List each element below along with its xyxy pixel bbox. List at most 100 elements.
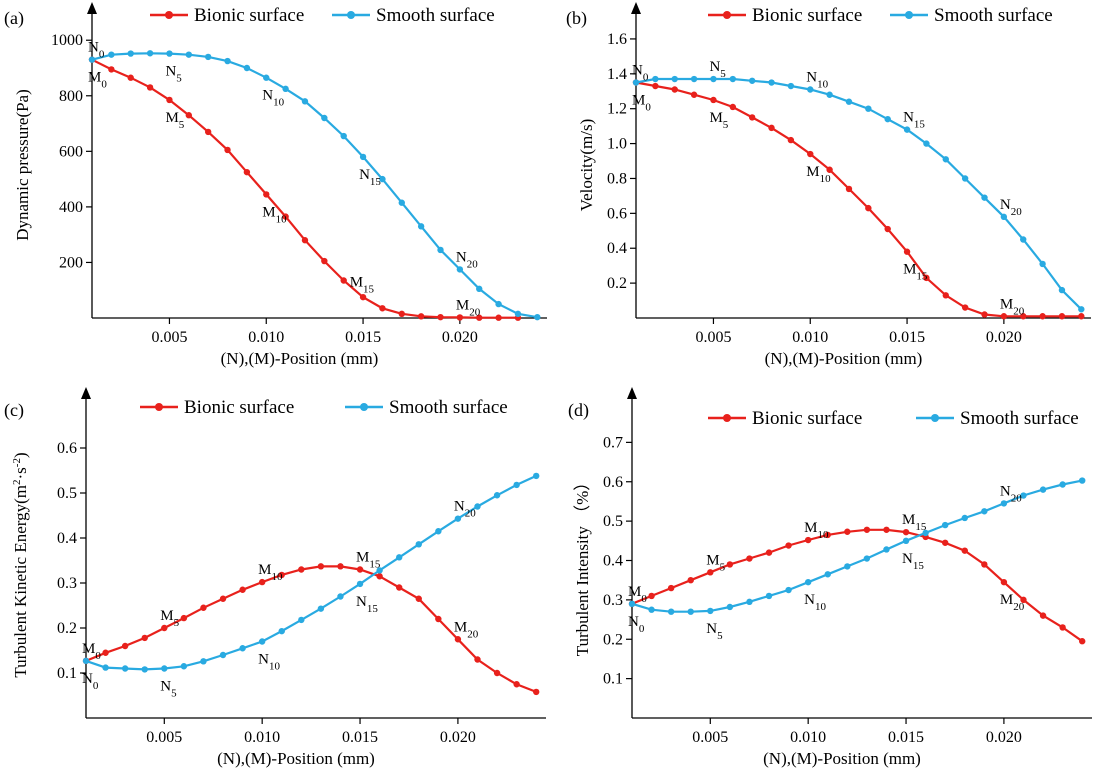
data-point <box>652 82 659 90</box>
data-point <box>121 665 129 672</box>
data-point <box>648 592 655 600</box>
data-point <box>690 91 698 98</box>
data-point <box>180 663 188 670</box>
data-point <box>667 584 675 592</box>
data-point <box>824 531 831 539</box>
data-point <box>787 82 795 90</box>
y-tick-label: 0.5 <box>603 513 623 530</box>
series-line-1 <box>91 52 538 319</box>
data-point <box>981 508 988 515</box>
data-point <box>865 105 872 112</box>
y-tick-label: 800 <box>59 88 83 105</box>
point-annotation: M0 <box>82 641 101 662</box>
data-point <box>923 140 930 147</box>
data-point <box>161 665 168 672</box>
data-point <box>337 563 344 570</box>
point-annotation: M20 <box>454 619 479 640</box>
y-tick-label: 0.3 <box>57 575 77 592</box>
data-point <box>1000 500 1008 507</box>
point-annotation: N15 <box>903 110 925 131</box>
y-tick-label: 1000 <box>51 32 83 49</box>
point-annotation: M10 <box>262 204 287 225</box>
point-annotation: M10 <box>806 164 831 185</box>
x-tick-label: 0.010 <box>244 729 280 746</box>
y-tick-label: 0.2 <box>57 620 77 637</box>
data-point <box>278 627 285 635</box>
point-annotation: N15 <box>359 167 381 188</box>
data-point <box>200 658 207 665</box>
data-point <box>942 156 949 163</box>
data-point <box>108 51 115 58</box>
data-point <box>263 191 270 198</box>
data-point <box>961 514 968 522</box>
x-tick-label: 0.015 <box>888 729 924 746</box>
data-point <box>417 313 425 320</box>
data-point <box>146 50 154 57</box>
y-axis-arrow <box>631 2 641 14</box>
y-tick-label: 0.6 <box>57 440 77 457</box>
data-point <box>435 528 442 535</box>
chart-panel-0: 0.005 0.010 0.015 0.020 200 400 600 800 1000 (N),… <box>4 2 547 368</box>
data-point <box>298 566 305 573</box>
point-annotation: N15 <box>902 551 924 572</box>
data-point <box>359 293 367 301</box>
data-point <box>1039 260 1046 268</box>
data-point <box>258 638 266 645</box>
legend-entry: Bionic surface <box>752 408 862 429</box>
data-point <box>282 213 289 220</box>
data-point <box>729 103 737 111</box>
data-point <box>729 75 737 83</box>
data-point <box>883 526 890 533</box>
point-annotation: M15 <box>903 262 928 283</box>
data-point <box>863 555 871 562</box>
legend-swatch-marker <box>931 414 939 422</box>
series-line-1 <box>85 474 537 671</box>
point-annotation: M20 <box>456 297 481 318</box>
data-point <box>1079 477 1086 484</box>
data-point <box>902 537 910 545</box>
x-axis-label: (N),(M)-Position (mm) <box>765 349 923 368</box>
data-point <box>102 664 109 671</box>
legend-swatch-marker <box>723 11 731 19</box>
data-point <box>941 539 949 546</box>
data-point <box>1059 481 1066 488</box>
y-tick-label: 0.5 <box>57 485 77 502</box>
data-point <box>161 624 168 632</box>
y-tick-label: 0.1 <box>603 671 623 688</box>
point-annotation: N5 <box>160 679 177 700</box>
data-point <box>903 126 911 133</box>
data-point <box>785 586 792 594</box>
data-point <box>1078 313 1085 320</box>
data-point <box>102 649 109 656</box>
data-point <box>493 492 501 499</box>
data-point <box>185 112 193 119</box>
legend-entry: Smooth surface <box>960 408 1079 429</box>
y-tick-label: 1.4 <box>607 66 627 83</box>
y-tick-label: 0.4 <box>607 240 627 257</box>
y-tick-label: 0.7 <box>603 434 623 451</box>
data-point <box>863 526 871 533</box>
data-point <box>435 615 442 623</box>
point-annotation: N10 <box>258 652 280 673</box>
point-annotation: M0 <box>632 93 651 114</box>
data-point <box>146 84 154 91</box>
data-point <box>127 74 134 81</box>
point-annotation: N20 <box>1000 197 1022 218</box>
data-point <box>166 96 173 104</box>
y-axis-arrow <box>81 387 91 399</box>
x-axis-label: (N),(M)-Position (mm) <box>763 749 921 768</box>
y-tick-label: 200 <box>59 254 83 271</box>
data-point <box>845 98 853 105</box>
data-point <box>671 86 678 93</box>
x-tick-label: 0.020 <box>986 729 1022 746</box>
data-point <box>166 50 173 57</box>
y-tick-label: 0.6 <box>603 474 623 491</box>
series-line-1 <box>631 479 1083 613</box>
x-axis-label: (N),(M)-Position (mm) <box>221 349 379 368</box>
data-point <box>514 310 522 318</box>
data-point <box>710 75 717 83</box>
y-tick-label: 1.6 <box>607 31 627 48</box>
data-point <box>826 91 833 98</box>
data-point <box>219 595 227 602</box>
